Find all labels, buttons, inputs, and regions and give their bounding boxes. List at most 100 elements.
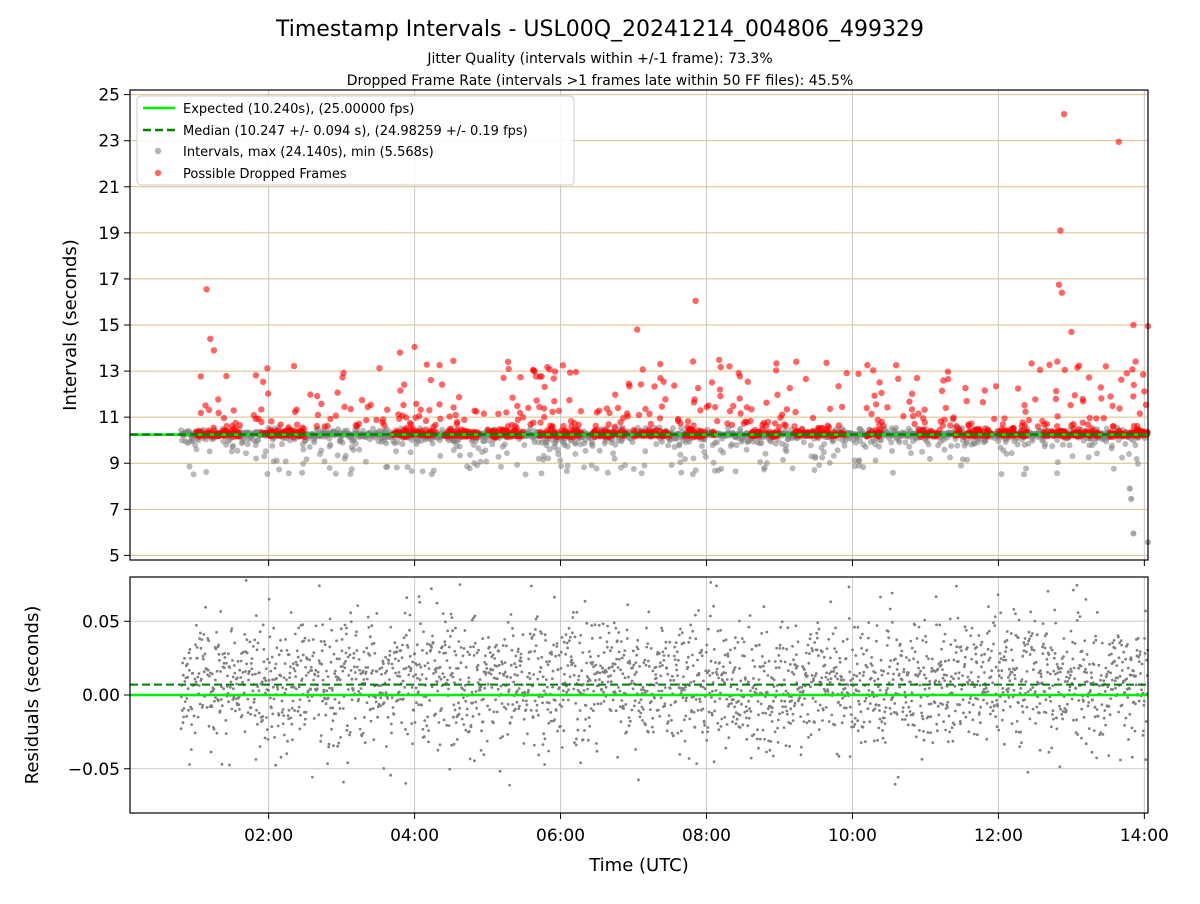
dropped-frame-point xyxy=(1032,396,1038,402)
dropped-frame-point xyxy=(642,406,648,412)
residual-point xyxy=(482,698,485,701)
residual-point xyxy=(314,669,317,672)
residual-point xyxy=(774,730,777,733)
dropped-frame-point xyxy=(634,326,640,332)
interval-point xyxy=(1009,450,1015,456)
residual-point xyxy=(812,677,815,680)
residual-point xyxy=(336,657,339,660)
interval-point xyxy=(665,442,671,448)
residual-point xyxy=(276,646,279,649)
residual-point xyxy=(762,729,765,732)
residual-point xyxy=(207,639,210,642)
interval-point xyxy=(639,470,645,476)
interval-point xyxy=(300,447,306,453)
residual-point xyxy=(408,629,411,632)
residual-point xyxy=(730,702,733,705)
residual-point xyxy=(537,754,540,757)
residual-point xyxy=(740,703,743,706)
residual-point xyxy=(463,647,466,650)
residual-point xyxy=(694,726,697,729)
dropped-frame-point xyxy=(704,404,710,410)
residual-point xyxy=(520,653,523,656)
dropped-frame-point xyxy=(198,410,204,416)
residual-point xyxy=(427,662,430,665)
dropped-frame-point xyxy=(401,382,407,388)
residual-point xyxy=(783,679,786,682)
interval-point xyxy=(711,460,717,466)
residual-point xyxy=(275,677,278,680)
residual-point xyxy=(211,673,214,676)
dropped-frame-point xyxy=(612,392,618,398)
dropped-frame-point xyxy=(870,367,876,373)
residual-point xyxy=(425,724,428,727)
intervals-y-tick-label: 19 xyxy=(98,224,120,244)
residual-point xyxy=(497,650,500,653)
residual-point xyxy=(282,722,285,725)
residual-point xyxy=(451,629,454,632)
residual-point xyxy=(642,661,645,664)
residual-point xyxy=(281,700,284,703)
residual-point xyxy=(628,716,631,719)
residual-point xyxy=(307,671,310,674)
interval-point xyxy=(653,441,659,447)
residual-point xyxy=(428,699,431,702)
residual-point xyxy=(647,610,650,613)
dropped-frame-point xyxy=(1061,111,1067,117)
residual-point xyxy=(501,735,504,738)
residual-point xyxy=(532,673,535,676)
residual-point xyxy=(743,655,746,658)
interval-point xyxy=(264,471,270,477)
residual-point xyxy=(668,641,671,644)
dropped-frame-point xyxy=(1103,363,1109,369)
interval-point xyxy=(677,459,683,465)
interval-point xyxy=(718,466,724,472)
residual-point xyxy=(626,629,629,632)
residual-point xyxy=(360,687,363,690)
residual-point xyxy=(679,687,682,690)
dropped-frame-point xyxy=(950,414,956,420)
dropped-frame-point xyxy=(294,422,300,428)
residual-point xyxy=(352,689,355,692)
residual-point xyxy=(581,651,584,654)
residual-point xyxy=(778,647,781,650)
residual-point xyxy=(806,713,809,716)
residual-point xyxy=(444,621,447,624)
dropped-frame-point xyxy=(810,415,816,421)
residual-point xyxy=(795,653,798,656)
residual-point xyxy=(450,744,453,747)
residual-point xyxy=(583,689,586,692)
residual-point xyxy=(244,670,247,673)
interval-point xyxy=(558,463,564,469)
dropped-frame-point xyxy=(1001,415,1007,421)
residual-point xyxy=(614,663,617,666)
residual-point xyxy=(584,718,587,721)
residual-point xyxy=(317,671,320,674)
residual-point xyxy=(537,657,540,660)
dropped-frame-point xyxy=(911,421,917,427)
residual-point xyxy=(691,630,694,633)
residual-point xyxy=(302,640,305,643)
dropped-frame-point xyxy=(1093,415,1099,421)
residual-point xyxy=(214,696,217,699)
dropped-frame-point xyxy=(657,415,663,421)
residual-point xyxy=(336,745,339,748)
residual-point xyxy=(783,726,786,729)
interval-point xyxy=(780,457,786,463)
residual-point xyxy=(575,744,578,747)
residual-point xyxy=(617,666,620,669)
residual-point xyxy=(599,672,602,675)
residual-point xyxy=(544,633,547,636)
residual-point xyxy=(330,629,333,632)
residual-point xyxy=(464,729,467,732)
residual-point xyxy=(313,717,316,720)
residual-point xyxy=(230,630,233,633)
residual-point xyxy=(552,644,555,647)
residual-point xyxy=(739,726,742,729)
interval-point xyxy=(207,448,213,454)
interval-point xyxy=(888,439,894,445)
residual-point xyxy=(502,644,505,647)
residual-point xyxy=(471,702,474,705)
residual-point xyxy=(449,635,452,638)
interval-point xyxy=(261,453,267,459)
dropped-frame-point xyxy=(1067,402,1073,408)
